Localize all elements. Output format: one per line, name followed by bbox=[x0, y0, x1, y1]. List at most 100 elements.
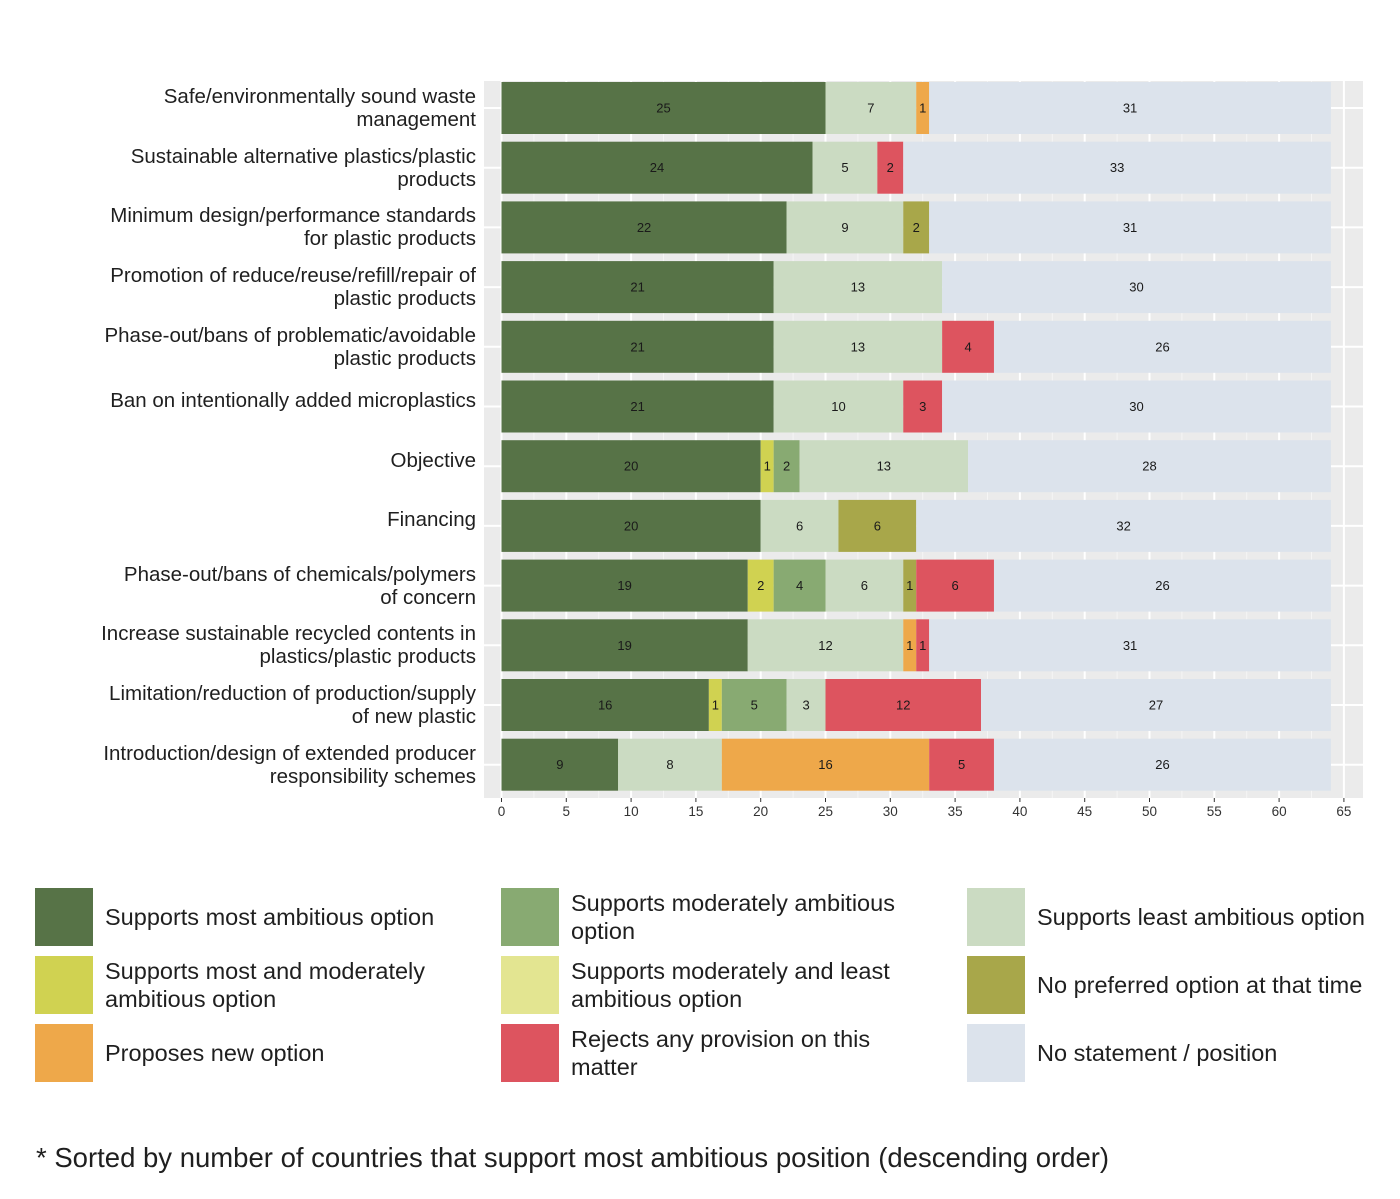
category-label: Introduction/design of extended producer… bbox=[103, 741, 476, 788]
bar-value-label: 6 bbox=[796, 518, 803, 533]
bar-segment bbox=[721, 679, 787, 731]
bar-segment bbox=[786, 679, 826, 731]
legend-swatch bbox=[967, 888, 1025, 946]
bar-value-label: 13 bbox=[851, 339, 865, 354]
bar-segment bbox=[929, 82, 1331, 134]
x-tick-label: 50 bbox=[1142, 804, 1157, 819]
legend-label: Supports most and moderately ambitious o… bbox=[105, 958, 426, 1012]
x-tick-label: 25 bbox=[818, 804, 833, 819]
bar-segment bbox=[773, 380, 904, 433]
legend-label: No statement / position bbox=[1037, 1040, 1278, 1066]
bar-value-label: 8 bbox=[666, 757, 673, 772]
bar-value-label: 10 bbox=[831, 399, 845, 414]
bar-value-label: 12 bbox=[818, 638, 832, 653]
bar-value-label: 9 bbox=[841, 220, 848, 235]
bar-value-label: 30 bbox=[1129, 280, 1143, 295]
legend-label: No preferred option at that time bbox=[1037, 972, 1363, 998]
bar-segment bbox=[501, 380, 774, 433]
bar-value-label: 1 bbox=[712, 698, 719, 713]
bar-value-label: 1 bbox=[906, 638, 913, 653]
bar-segment bbox=[501, 499, 761, 552]
x-tick-label: 5 bbox=[563, 804, 571, 819]
bar-segment bbox=[773, 559, 826, 612]
bar-segment bbox=[501, 201, 787, 254]
bar-value-label: 28 bbox=[1142, 459, 1156, 474]
bar-value-label: 30 bbox=[1129, 399, 1143, 414]
bar-value-label: 13 bbox=[851, 280, 865, 295]
bar-segment bbox=[501, 738, 619, 791]
bar-segment bbox=[993, 320, 1331, 373]
bar-segment bbox=[942, 380, 1331, 433]
bar-segment bbox=[981, 679, 1331, 731]
bar-segment bbox=[812, 141, 878, 194]
bar-value-label: 31 bbox=[1123, 638, 1137, 653]
bar-value-label: 33 bbox=[1110, 160, 1124, 175]
legend-item: Supports moderately ambitious option bbox=[501, 888, 941, 946]
bar-segment bbox=[942, 320, 994, 373]
bar-value-label: 12 bbox=[896, 698, 910, 713]
category-label: Financing bbox=[387, 508, 476, 532]
legend-swatch bbox=[35, 956, 93, 1014]
category-label: Phase-out/bans of problematic/avoidable p… bbox=[104, 323, 476, 370]
bar-value-label: 31 bbox=[1123, 101, 1137, 116]
legend-item: No preferred option at that time bbox=[967, 956, 1400, 1014]
bar-segment bbox=[501, 679, 709, 731]
bar-value-label: 1 bbox=[919, 638, 926, 653]
bar-value-label: 16 bbox=[598, 698, 612, 713]
bar-value-label: 20 bbox=[624, 459, 638, 474]
bar-value-label: 3 bbox=[802, 698, 809, 713]
bar-value-label: 19 bbox=[617, 578, 631, 593]
bar-value-label: 7 bbox=[867, 101, 874, 116]
category-label: Ban on intentionally added microplastics bbox=[110, 389, 476, 412]
bar-segment bbox=[501, 141, 813, 194]
bar-value-label: 6 bbox=[874, 518, 881, 533]
legend-swatch bbox=[501, 1024, 559, 1082]
bar-segment bbox=[916, 82, 930, 134]
bar-segment bbox=[877, 141, 904, 194]
legend-label: Proposes new option bbox=[105, 1040, 325, 1066]
bar-value-label: 20 bbox=[624, 518, 638, 533]
bar-segment bbox=[501, 261, 774, 314]
footnote: * Sorted by number of countries that sup… bbox=[36, 1142, 1110, 1173]
bar-value-label: 5 bbox=[841, 160, 848, 175]
legend-swatch bbox=[967, 956, 1025, 1014]
x-tick-label: 10 bbox=[624, 804, 639, 819]
bar-segment bbox=[903, 201, 930, 254]
bar-segment bbox=[916, 559, 994, 612]
bar-segment bbox=[903, 559, 917, 612]
legend-label: Supports moderately ambitious option bbox=[571, 890, 895, 944]
bar-value-label: 2 bbox=[757, 578, 764, 593]
legend-swatch bbox=[967, 1024, 1025, 1082]
legend-swatch bbox=[35, 1024, 93, 1082]
bar-value-label: 21 bbox=[630, 339, 644, 354]
bar-value-label: 31 bbox=[1123, 220, 1137, 235]
bar-value-label: 4 bbox=[964, 339, 971, 354]
bar-value-label: 1 bbox=[919, 101, 926, 116]
bar-value-label: 5 bbox=[751, 698, 758, 713]
bar-value-label: 1 bbox=[764, 459, 771, 474]
bar-value-label: 21 bbox=[630, 399, 644, 414]
x-tick-label: 60 bbox=[1272, 804, 1287, 819]
bar-value-label: 2 bbox=[783, 459, 790, 474]
bar-value-label: 24 bbox=[650, 160, 664, 175]
bar-segment bbox=[501, 320, 774, 373]
bar-value-label: 27 bbox=[1149, 698, 1163, 713]
bar-segment bbox=[501, 82, 826, 134]
bar-segment bbox=[825, 679, 982, 731]
bar-segment bbox=[968, 440, 1331, 493]
x-tick-label: 20 bbox=[753, 804, 768, 819]
x-tick-label: 65 bbox=[1336, 804, 1351, 819]
bar-segment bbox=[721, 738, 930, 791]
bar-segment bbox=[799, 440, 969, 493]
bar-value-label: 9 bbox=[556, 757, 563, 772]
bar-value-label: 6 bbox=[951, 578, 958, 593]
bar-value-label: 1 bbox=[906, 578, 913, 593]
x-tick-label: 30 bbox=[883, 804, 898, 819]
bar-segment bbox=[773, 320, 943, 373]
legend-label: Supports moderately and least ambitious … bbox=[571, 958, 890, 1012]
category-label: Objective bbox=[390, 448, 476, 472]
x-tick-label: 55 bbox=[1207, 804, 1222, 819]
bar-segment bbox=[903, 380, 943, 433]
bar-segment bbox=[773, 440, 800, 493]
